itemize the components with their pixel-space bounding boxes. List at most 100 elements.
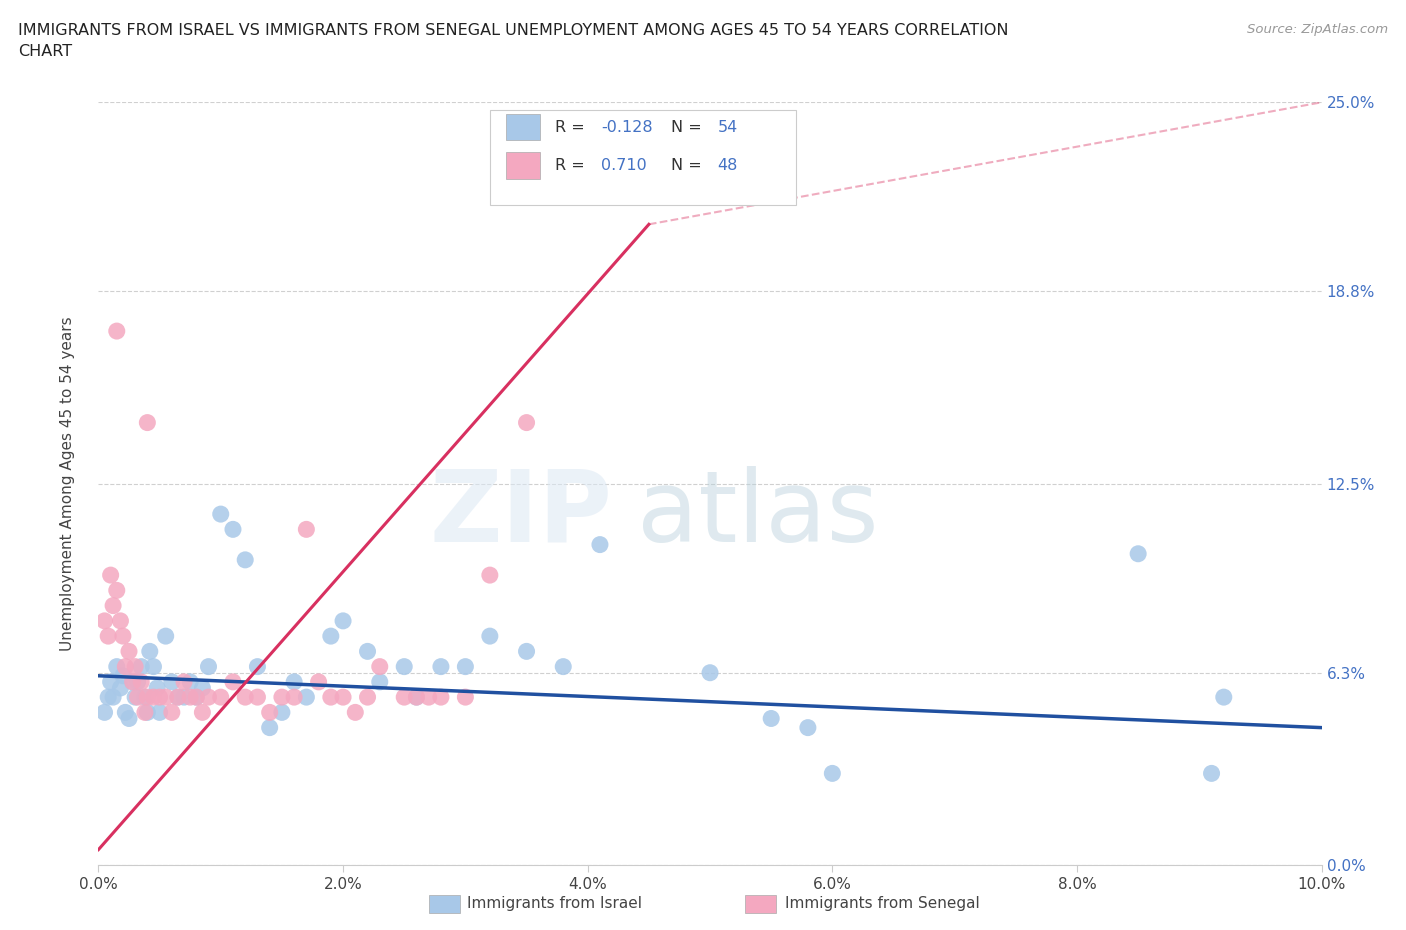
Point bbox=[308, 674, 330, 689]
Point bbox=[454, 659, 477, 674]
Point bbox=[1201, 766, 1223, 781]
Point bbox=[139, 644, 162, 658]
Point bbox=[114, 705, 136, 720]
Point bbox=[100, 674, 122, 689]
Point bbox=[1212, 690, 1234, 705]
Text: N =: N = bbox=[671, 120, 707, 135]
Point bbox=[356, 644, 378, 658]
Text: Source: ZipAtlas.com: Source: ZipAtlas.com bbox=[1247, 23, 1388, 36]
Point bbox=[368, 674, 391, 689]
Point bbox=[405, 690, 427, 705]
Point bbox=[797, 720, 820, 735]
Text: R =: R = bbox=[555, 158, 595, 173]
Point bbox=[97, 629, 120, 644]
Point bbox=[222, 674, 245, 689]
Point bbox=[761, 711, 783, 726]
Point bbox=[332, 614, 354, 629]
Point bbox=[136, 705, 159, 720]
Point bbox=[270, 690, 294, 705]
Point bbox=[167, 690, 190, 705]
Point bbox=[344, 705, 367, 720]
Point bbox=[101, 690, 124, 705]
Text: Immigrants from Senegal: Immigrants from Senegal bbox=[785, 897, 980, 911]
Point bbox=[405, 690, 427, 705]
Point bbox=[319, 629, 342, 644]
Point bbox=[516, 644, 538, 658]
Point bbox=[392, 659, 416, 674]
Point bbox=[134, 705, 156, 720]
Point bbox=[118, 711, 141, 726]
Text: CHART: CHART bbox=[18, 44, 72, 59]
Point bbox=[155, 690, 177, 705]
Text: 48: 48 bbox=[717, 158, 738, 173]
Point bbox=[160, 705, 183, 720]
Point bbox=[197, 659, 219, 674]
Point bbox=[259, 705, 281, 720]
Point bbox=[259, 720, 281, 735]
FancyBboxPatch shape bbox=[489, 110, 796, 206]
Point bbox=[699, 665, 721, 680]
Point bbox=[97, 690, 120, 705]
Point bbox=[129, 659, 152, 674]
Point bbox=[392, 690, 416, 705]
Text: 54: 54 bbox=[717, 120, 738, 135]
Y-axis label: Unemployment Among Ages 45 to 54 years: Unemployment Among Ages 45 to 54 years bbox=[60, 316, 75, 651]
Point bbox=[142, 659, 165, 674]
Point bbox=[136, 690, 159, 705]
Point bbox=[516, 415, 538, 430]
Point bbox=[93, 705, 115, 720]
Bar bbox=[506, 152, 540, 179]
Point bbox=[142, 690, 165, 705]
Point bbox=[332, 690, 354, 705]
Point bbox=[118, 644, 141, 658]
Point bbox=[179, 674, 201, 689]
Point bbox=[553, 659, 575, 674]
Point bbox=[121, 674, 143, 689]
Point bbox=[356, 690, 378, 705]
Point bbox=[179, 690, 201, 705]
Point bbox=[246, 690, 269, 705]
Text: Immigrants from Israel: Immigrants from Israel bbox=[467, 897, 641, 911]
Point bbox=[222, 522, 245, 537]
Point bbox=[121, 674, 143, 689]
Point bbox=[191, 681, 214, 696]
Point bbox=[191, 705, 214, 720]
Point bbox=[127, 690, 149, 705]
Point bbox=[209, 690, 232, 705]
Point bbox=[111, 629, 134, 644]
Point bbox=[821, 766, 844, 781]
Text: IMMIGRANTS FROM ISRAEL VS IMMIGRANTS FROM SENEGAL UNEMPLOYMENT AMONG AGES 45 TO : IMMIGRANTS FROM ISRAEL VS IMMIGRANTS FRO… bbox=[18, 23, 1008, 38]
Point bbox=[105, 659, 128, 674]
Point bbox=[246, 659, 269, 674]
Bar bbox=[506, 113, 540, 140]
Point bbox=[124, 690, 146, 705]
Point bbox=[478, 629, 501, 644]
Point bbox=[295, 690, 318, 705]
Point bbox=[149, 690, 172, 705]
Point bbox=[270, 705, 294, 720]
Point bbox=[146, 681, 169, 696]
Point bbox=[233, 552, 256, 567]
Point bbox=[197, 690, 219, 705]
Point bbox=[283, 690, 305, 705]
Text: R =: R = bbox=[555, 120, 589, 135]
Point bbox=[134, 690, 156, 705]
Point bbox=[129, 674, 152, 689]
Point bbox=[173, 674, 195, 689]
Point bbox=[209, 507, 232, 522]
Point bbox=[114, 659, 136, 674]
Point bbox=[93, 614, 115, 629]
Point bbox=[478, 567, 501, 582]
Point bbox=[430, 659, 453, 674]
Point bbox=[1128, 546, 1150, 561]
Point bbox=[295, 522, 318, 537]
Point bbox=[149, 705, 172, 720]
Point bbox=[136, 415, 159, 430]
Point bbox=[418, 690, 440, 705]
Point bbox=[155, 629, 177, 644]
Point bbox=[589, 538, 612, 552]
Point bbox=[186, 690, 208, 705]
Point bbox=[319, 690, 342, 705]
Point bbox=[124, 659, 146, 674]
Point bbox=[100, 567, 122, 582]
